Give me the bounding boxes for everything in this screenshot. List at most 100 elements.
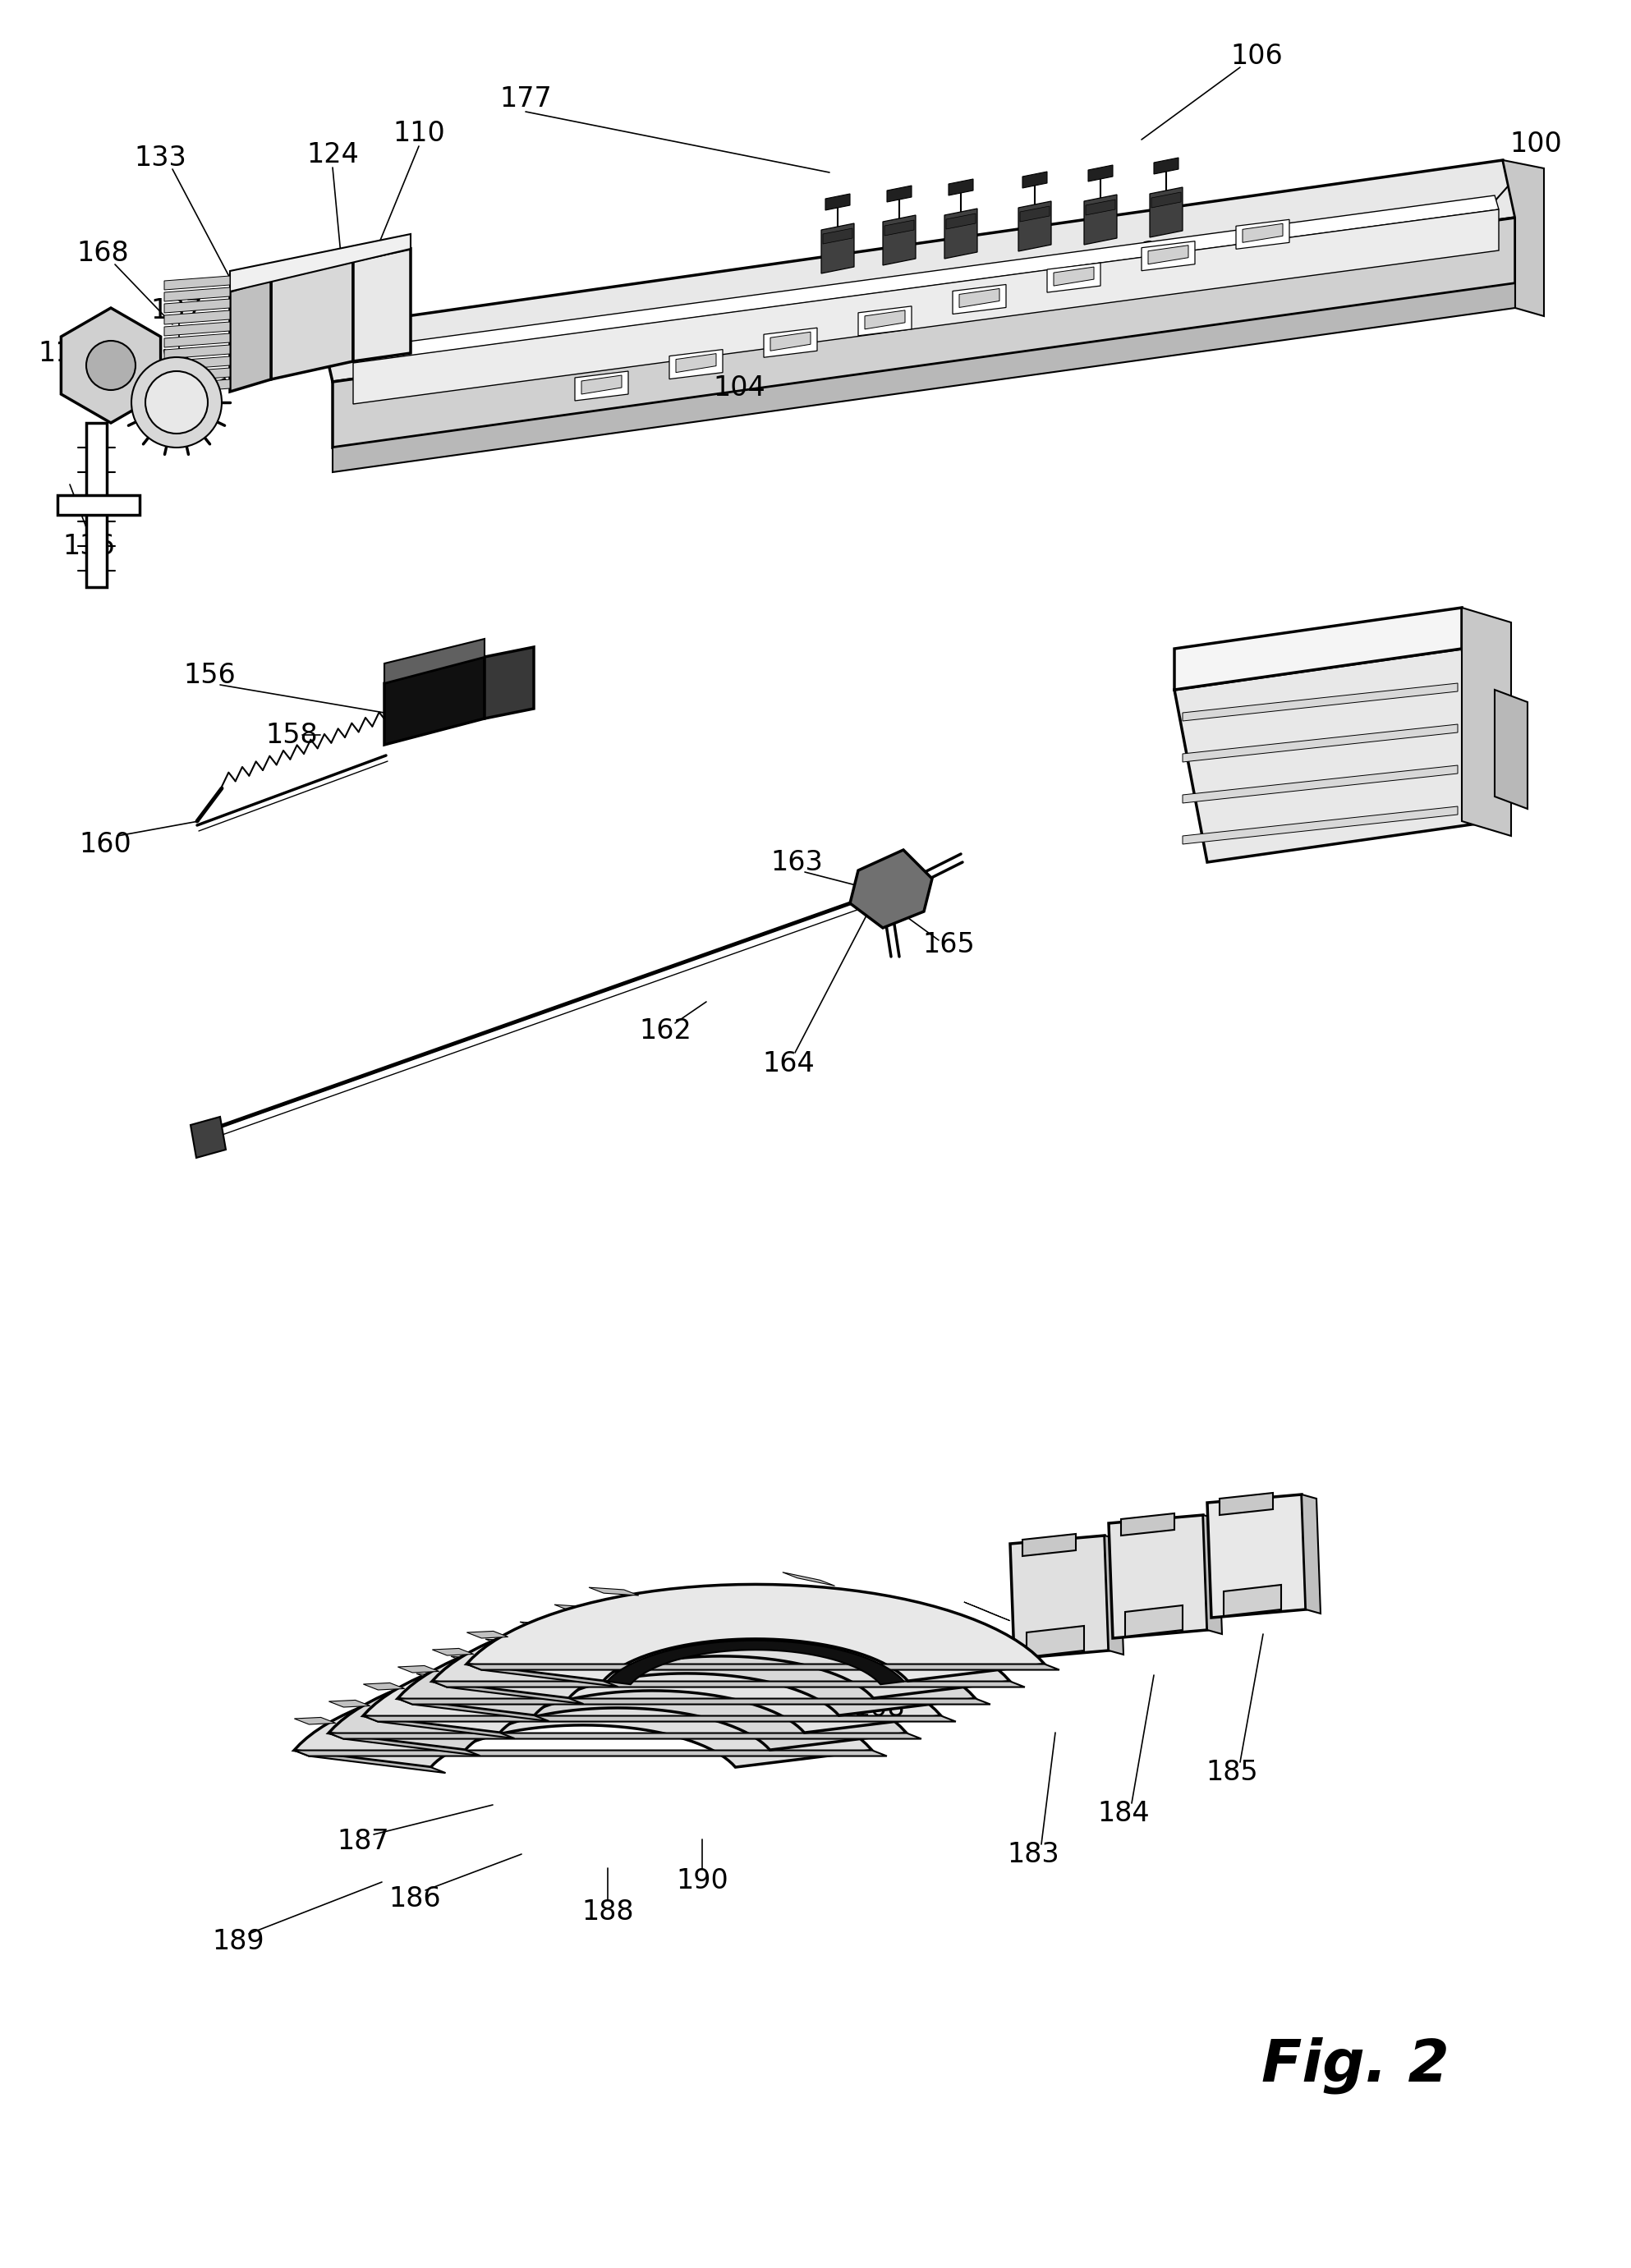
Polygon shape	[930, 1619, 975, 1637]
Polygon shape	[165, 322, 230, 336]
Polygon shape	[574, 372, 628, 401]
Polygon shape	[713, 1606, 767, 1619]
Polygon shape	[466, 1665, 1059, 1669]
Text: 165: 165	[923, 930, 975, 957]
Polygon shape	[328, 1733, 480, 1755]
Polygon shape	[1018, 202, 1052, 252]
Polygon shape	[644, 1642, 696, 1656]
Polygon shape	[882, 215, 915, 265]
Polygon shape	[610, 1658, 662, 1672]
Polygon shape	[165, 311, 230, 324]
Text: 164: 164	[762, 1050, 814, 1077]
Text: 188: 188	[582, 1898, 634, 1926]
Polygon shape	[450, 1656, 501, 1665]
Polygon shape	[230, 279, 271, 392]
Polygon shape	[1174, 608, 1461, 689]
Polygon shape	[1088, 166, 1112, 181]
Polygon shape	[294, 1717, 336, 1724]
Polygon shape	[1086, 200, 1116, 215]
Polygon shape	[1085, 195, 1117, 245]
Polygon shape	[864, 311, 905, 329]
Polygon shape	[354, 195, 1499, 363]
Polygon shape	[333, 284, 1515, 472]
Text: 108: 108	[853, 1694, 905, 1721]
Polygon shape	[825, 193, 850, 211]
Text: 183: 183	[1006, 1842, 1059, 1867]
Circle shape	[132, 356, 222, 447]
Text: 168: 168	[77, 240, 129, 265]
Polygon shape	[1026, 1626, 1085, 1658]
Polygon shape	[328, 1653, 907, 1751]
Polygon shape	[385, 658, 484, 744]
Polygon shape	[294, 1672, 873, 1767]
Polygon shape	[1461, 608, 1510, 837]
Polygon shape	[669, 349, 723, 379]
Polygon shape	[398, 1665, 439, 1674]
Polygon shape	[1054, 268, 1094, 286]
Polygon shape	[165, 277, 230, 290]
Polygon shape	[1182, 807, 1458, 844]
Polygon shape	[520, 1622, 569, 1631]
Polygon shape	[953, 284, 1006, 313]
Polygon shape	[825, 1672, 873, 1690]
Text: 104: 104	[713, 374, 765, 401]
Polygon shape	[354, 209, 1499, 404]
Polygon shape	[466, 1665, 618, 1687]
Polygon shape	[1023, 172, 1047, 188]
Polygon shape	[484, 646, 533, 719]
Polygon shape	[555, 1606, 603, 1613]
Text: 185: 185	[1205, 1758, 1258, 1785]
Polygon shape	[1182, 764, 1458, 803]
Polygon shape	[1236, 220, 1290, 249]
Polygon shape	[581, 374, 621, 395]
Polygon shape	[1150, 188, 1182, 238]
Polygon shape	[432, 1649, 473, 1656]
Polygon shape	[466, 1585, 1044, 1681]
Polygon shape	[589, 1588, 639, 1594]
Polygon shape	[165, 356, 230, 370]
Polygon shape	[607, 1640, 904, 1685]
Polygon shape	[749, 1590, 801, 1603]
Polygon shape	[1182, 723, 1458, 762]
Polygon shape	[364, 1717, 956, 1721]
Polygon shape	[165, 333, 230, 347]
Polygon shape	[1019, 206, 1050, 222]
Polygon shape	[861, 1653, 907, 1672]
Text: 190: 190	[675, 1867, 729, 1894]
Polygon shape	[86, 422, 106, 587]
Polygon shape	[763, 329, 817, 358]
Polygon shape	[770, 331, 811, 352]
Polygon shape	[949, 179, 974, 195]
Polygon shape	[1120, 1513, 1174, 1535]
Text: 160: 160	[78, 830, 132, 857]
Text: 133: 133	[134, 145, 186, 170]
Polygon shape	[398, 1699, 550, 1721]
Text: 137: 137	[150, 297, 202, 324]
Polygon shape	[333, 218, 1515, 447]
Text: 106: 106	[1230, 43, 1282, 70]
Polygon shape	[1220, 1492, 1272, 1515]
Polygon shape	[1207, 1495, 1306, 1617]
Polygon shape	[57, 494, 140, 515]
Text: 102: 102	[1140, 240, 1192, 265]
Text: 112: 112	[38, 340, 90, 367]
Polygon shape	[165, 345, 230, 358]
Polygon shape	[432, 1681, 1024, 1687]
Polygon shape	[1104, 1535, 1124, 1656]
Polygon shape	[1243, 225, 1284, 243]
Polygon shape	[398, 1699, 990, 1703]
Polygon shape	[964, 1601, 1010, 1622]
Polygon shape	[1142, 240, 1196, 270]
Polygon shape	[1204, 1515, 1222, 1633]
Text: 136: 136	[62, 533, 114, 560]
Polygon shape	[824, 229, 853, 245]
Text: 163: 163	[770, 848, 822, 875]
Polygon shape	[191, 1116, 225, 1157]
Polygon shape	[1010, 1535, 1109, 1658]
Polygon shape	[165, 299, 230, 313]
Text: 114: 114	[1328, 701, 1380, 728]
Text: 156: 156	[183, 662, 235, 689]
Polygon shape	[1182, 683, 1458, 721]
Polygon shape	[364, 1635, 941, 1733]
Circle shape	[86, 340, 135, 390]
